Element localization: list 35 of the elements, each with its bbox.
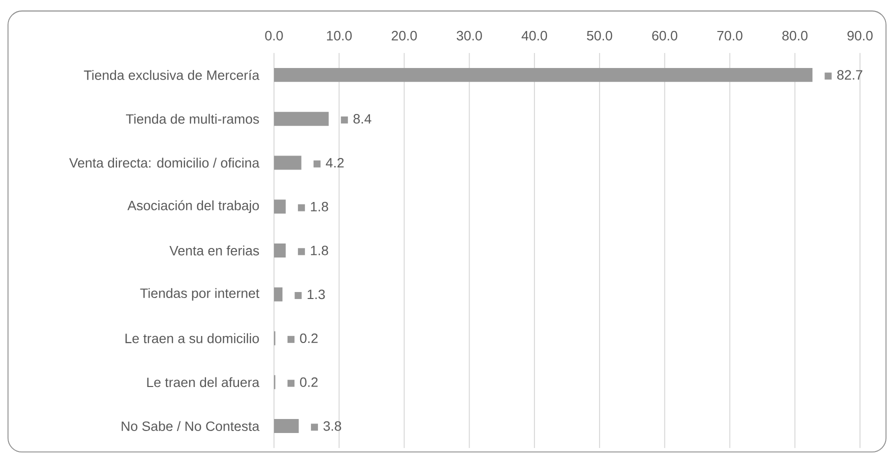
y-tick-label: Venta directa: domicilio / oficina — [69, 158, 260, 168]
bar — [274, 287, 282, 302]
data-label: 4.2 — [326, 158, 344, 168]
x-tick-label: 20.0 — [392, 30, 417, 40]
bar — [274, 419, 299, 434]
y-tick-label: No Sabe / No Contesta — [122, 421, 260, 431]
bar — [274, 68, 812, 82]
data-label: 3.8 — [323, 421, 342, 431]
x-tick-label: 80.0 — [782, 30, 808, 40]
data-label: 0.2 — [300, 377, 318, 387]
y-tick-label: Asociación del trabajo — [127, 200, 259, 213]
data-label: 1.8 — [310, 202, 328, 212]
data-label: 8.4 — [353, 114, 372, 124]
x-tick-label: 0.0 — [265, 30, 283, 40]
bar — [274, 243, 286, 258]
x-tick-label: 30.0 — [456, 30, 482, 40]
x-tick-label: 40.0 — [522, 30, 548, 40]
data-label: 82.7 — [837, 70, 862, 80]
data-label: 1.8 — [310, 246, 328, 256]
bar — [274, 200, 286, 214]
data-label: 0.2 — [300, 333, 318, 344]
data-label: 1.3 — [308, 290, 325, 300]
y-tick-label: Tiendas por internet — [140, 288, 260, 301]
y-tick-label: Tienda de multi-ramos — [126, 114, 259, 124]
y-tick-label: Le traen del afuera — [147, 377, 260, 388]
y-tick-label: Tienda exclusiva de Mercería — [84, 70, 260, 80]
bar — [274, 156, 302, 170]
x-tick-label: 10.0 — [327, 30, 352, 40]
y-tick-label: Le traen a su domicilio — [126, 333, 259, 344]
y-tick-label: Venta en ferias — [169, 246, 259, 256]
x-tick-label: 50.0 — [586, 30, 612, 40]
x-tick-label: 70.0 — [717, 30, 742, 40]
bar — [274, 112, 329, 126]
x-tick-label: 90.0 — [847, 30, 873, 40]
x-tick-label: 60.0 — [652, 30, 678, 40]
